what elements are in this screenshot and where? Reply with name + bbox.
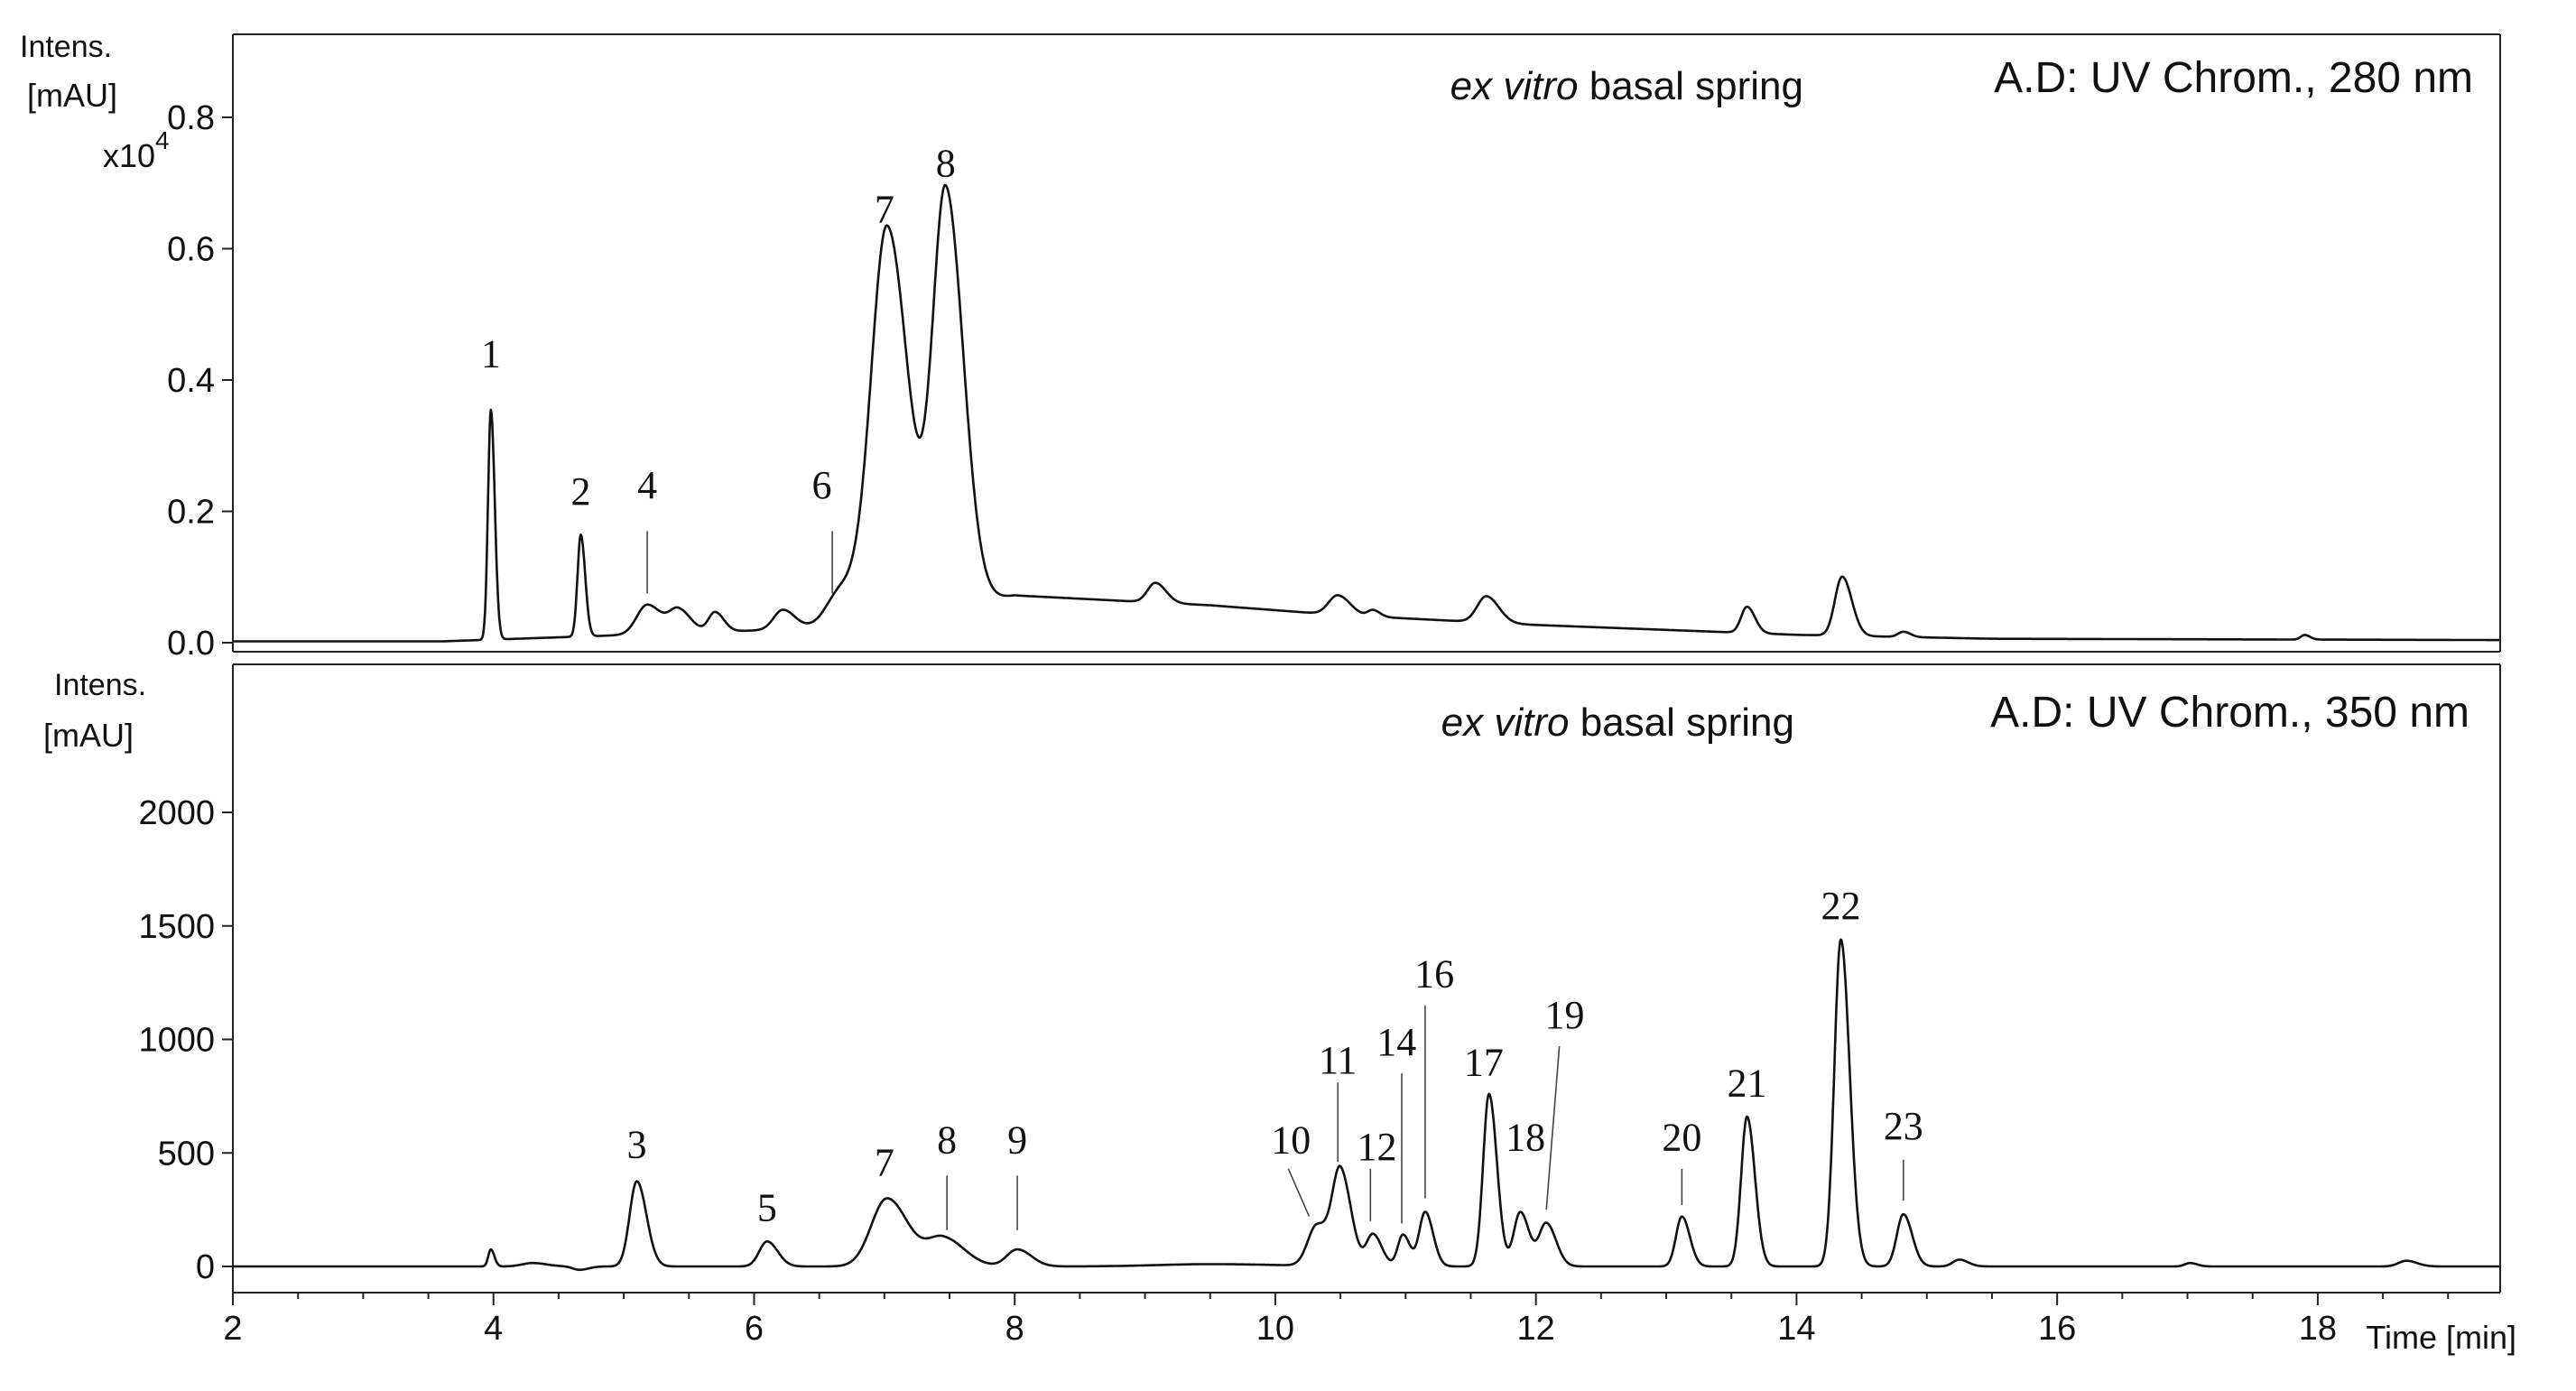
y-scale-exponent: 4 <box>155 126 170 154</box>
peak-leader-line <box>1287 1168 1311 1217</box>
y-tick-label: 1000 <box>138 1022 215 1060</box>
chromatogram-trace-350nm <box>232 938 2500 1272</box>
peak-label: 10 <box>1271 1117 1311 1162</box>
peak-label: 1 <box>481 331 501 376</box>
chromatogram-280nm-panel: Intens. [mAU] x104 ex vitro basal spring… <box>20 30 2501 663</box>
peak-label: 23 <box>1884 1104 1923 1148</box>
peak-label: 2 <box>570 469 590 514</box>
peak-leader-line <box>1545 1045 1561 1210</box>
peak-label: 19 <box>1544 993 1584 1037</box>
x-tick-label: 8 <box>1005 1310 1024 1348</box>
subtitle-italic: ex vitro <box>1441 700 1570 745</box>
peak-label: 20 <box>1662 1116 1701 1160</box>
y-axis-label-line2: [mAU] <box>27 77 117 114</box>
peak-label: 6 <box>812 463 832 507</box>
peak-label: 4 <box>637 463 657 507</box>
y-axis-label-line1: Intens. <box>54 668 146 702</box>
x-tick-label: 2 <box>223 1310 242 1348</box>
chromatogram-350nm-panel: Intens. [mAU] ex vitro basal spring A.D:… <box>43 663 2516 1356</box>
peak-label: 14 <box>1376 1020 1416 1064</box>
y-axis-ticks: 0 500 1000 1500 2000 <box>138 794 233 1286</box>
peak-label: 12 <box>1357 1125 1397 1169</box>
peak-label: 22 <box>1821 884 1860 928</box>
subtitle-rest: basal spring <box>1580 700 1794 745</box>
y-tick-label: 0.4 <box>167 362 215 400</box>
x-axis-label: Time [min] <box>2366 1319 2516 1356</box>
chart-subtitle: ex vitro basal spring <box>1450 64 1803 108</box>
y-axis-label-line1: Intens. <box>20 30 112 64</box>
chart-subtitle: ex vitro basal spring <box>1441 700 1794 745</box>
x-axis-ticks: 2 4 6 8 10 12 14 16 18 <box>223 1293 2450 1348</box>
x-tick-label: 10 <box>1256 1310 1294 1348</box>
x-tick-label: 4 <box>484 1310 503 1348</box>
peak-label: 17 <box>1464 1041 1504 1085</box>
subtitle-rest: basal spring <box>1589 64 1803 108</box>
chart-title: A.D: UV Chrom., 280 nm <box>1994 54 2473 102</box>
y-axis-ticks: 0.0 0.2 0.4 0.6 0.8 <box>167 99 233 663</box>
peak-label: 9 <box>1007 1117 1027 1162</box>
x-tick-label: 6 <box>745 1310 764 1348</box>
y-axis-label-line2: [mAU] <box>43 717 134 754</box>
peak-label: 21 <box>1728 1061 1767 1105</box>
y-tick-label: 0.6 <box>167 231 215 269</box>
y-scale-base: x10 <box>103 137 155 174</box>
y-tick-label: 1500 <box>138 908 215 946</box>
peak-label: 8 <box>937 1117 957 1162</box>
x-tick-label: 18 <box>2299 1310 2337 1348</box>
chromatogram-trace-280nm <box>232 183 2500 643</box>
subtitle-italic: ex vitro <box>1450 64 1579 108</box>
peak-label: 16 <box>1414 952 1454 997</box>
peak-label: 8 <box>936 141 956 185</box>
y-tick-label: 0.8 <box>167 99 215 137</box>
x-tick-label: 14 <box>1777 1310 1815 1348</box>
peak-label: 7 <box>875 1140 894 1184</box>
peak-label: 5 <box>757 1186 777 1230</box>
y-tick-label: 0.0 <box>167 625 215 663</box>
x-tick-label: 16 <box>2038 1310 2076 1348</box>
y-tick-label: 500 <box>158 1135 215 1173</box>
peak-label: 11 <box>1319 1038 1357 1082</box>
y-tick-label: 2000 <box>138 794 215 832</box>
peak-label: 3 <box>627 1122 647 1166</box>
x-tick-label: 12 <box>1517 1310 1555 1348</box>
y-axis-scale-factor: x104 <box>103 126 170 174</box>
y-tick-label: 0 <box>196 1248 215 1286</box>
peak-label: 18 <box>1506 1116 1545 1160</box>
peak-labels: 1 2 4 6 78 <box>481 141 956 594</box>
y-tick-label: 0.2 <box>167 494 215 532</box>
peak-label: 7 <box>875 187 894 231</box>
chart-title: A.D: UV Chrom., 350 nm <box>1990 689 2469 737</box>
